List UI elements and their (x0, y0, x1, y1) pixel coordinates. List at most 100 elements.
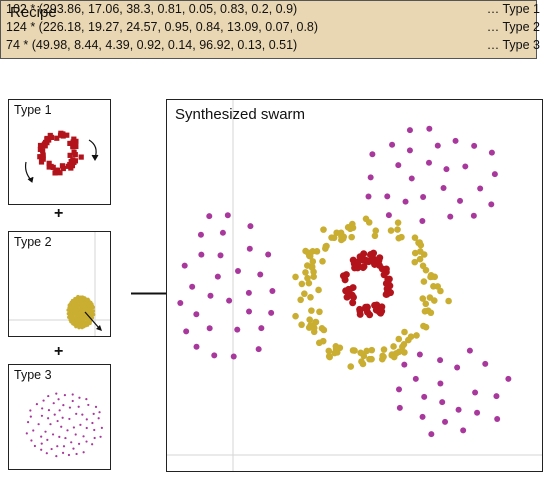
type2-swarm-plot (9, 232, 110, 336)
type3-agent (67, 453, 71, 457)
type3-agent (47, 409, 51, 412)
type2-agent (82, 296, 87, 300)
type1-agent (48, 134, 55, 140)
type2-agent (388, 351, 396, 358)
type1-agent (54, 135, 60, 141)
type3-agent (246, 245, 253, 252)
type2-agent (348, 233, 355, 241)
type2-agent (86, 306, 91, 310)
type3-agent (470, 212, 477, 219)
type2-agent (79, 303, 84, 308)
type3-agent (81, 413, 84, 416)
type2-agent (86, 297, 90, 302)
type2-agent (69, 314, 74, 319)
type3-agent (94, 405, 98, 408)
type3-agent (47, 394, 50, 398)
type2-agent (301, 290, 308, 298)
type3-agent (447, 213, 454, 220)
type2-agent (66, 312, 71, 316)
type3-agent (206, 325, 213, 332)
type3-agent (33, 444, 36, 448)
recipe-type-1: … Type 1 (486, 2, 540, 16)
type2-agent (84, 300, 88, 304)
type2-agent (72, 312, 76, 316)
type3-agent (460, 427, 467, 434)
type2-agent (323, 242, 330, 250)
type3-agent (462, 163, 469, 170)
type2-agent (310, 273, 317, 280)
type3-agent (197, 231, 204, 238)
type1-agent (385, 287, 393, 295)
type2-agent (347, 363, 355, 370)
type3-agent (245, 289, 252, 296)
type3-agent (385, 212, 392, 219)
type3-agent (93, 428, 96, 432)
type3-agent (55, 455, 58, 458)
type1-agent (358, 256, 366, 264)
type3-agent (217, 252, 224, 259)
type3-agent (234, 326, 241, 333)
type3-agent (419, 217, 426, 224)
type2-agent (298, 321, 305, 329)
type3-agent (466, 347, 473, 354)
type3-agent (85, 426, 88, 430)
type2-agent (411, 249, 419, 257)
type3-agent (419, 413, 426, 420)
type3-agent (91, 421, 94, 425)
type1-agent (37, 146, 43, 153)
type2-agent (318, 325, 326, 332)
type2-agent (80, 325, 84, 330)
type3-agent (482, 360, 489, 367)
type3-agent (255, 346, 262, 353)
type2-agent (69, 305, 73, 310)
type3-agent (177, 299, 184, 306)
type2-agent (307, 322, 314, 329)
type3-agent (71, 393, 74, 396)
type3-agent (93, 436, 96, 440)
type2-agent (292, 273, 299, 281)
type3-agent (78, 396, 81, 399)
type1-agent (366, 251, 374, 259)
type2-agent (363, 347, 371, 355)
type3-agent (77, 405, 80, 408)
type2-agent (434, 283, 442, 290)
type2-agent (336, 344, 344, 352)
type2-agent (394, 219, 402, 226)
type2-agent (368, 355, 375, 363)
type2-agent (66, 308, 70, 312)
type3-agent (61, 416, 64, 419)
type2-agent (390, 343, 397, 350)
type3-agent (384, 193, 391, 200)
type2-agent (424, 307, 432, 314)
type3-agent (40, 442, 43, 445)
type2-agent (308, 264, 316, 271)
type1-agent (360, 262, 368, 270)
type1-agent (382, 268, 390, 276)
type2-agent (319, 337, 327, 345)
type3-agent (421, 393, 428, 400)
type3-agent (100, 426, 103, 429)
type2-agent (79, 308, 83, 312)
type2-agent (67, 315, 71, 319)
type3-agent (440, 185, 447, 192)
type1-agent (67, 140, 73, 147)
direction-arrow (84, 311, 100, 329)
type2-agent (91, 309, 96, 313)
type3-label: Type 3 (14, 368, 52, 382)
type3-agent (457, 197, 464, 204)
type3-agent (63, 394, 66, 397)
type3-agent (402, 198, 409, 205)
type3-agent (42, 399, 45, 402)
type3-agent (74, 433, 77, 436)
type3-agent (268, 309, 275, 316)
type1-agent (378, 303, 386, 311)
type2-agent (358, 358, 365, 365)
type3-agent (474, 409, 481, 416)
type3-agent (87, 403, 90, 407)
type1-agent (64, 132, 70, 138)
type2-agent (306, 316, 313, 323)
type2-agent (307, 294, 314, 301)
type3-agent (455, 406, 462, 413)
recipe-line-2: 124 * (226.18, 19.27, 24.57, 0.95, 0.84,… (6, 20, 319, 34)
type3-agent (40, 414, 44, 417)
